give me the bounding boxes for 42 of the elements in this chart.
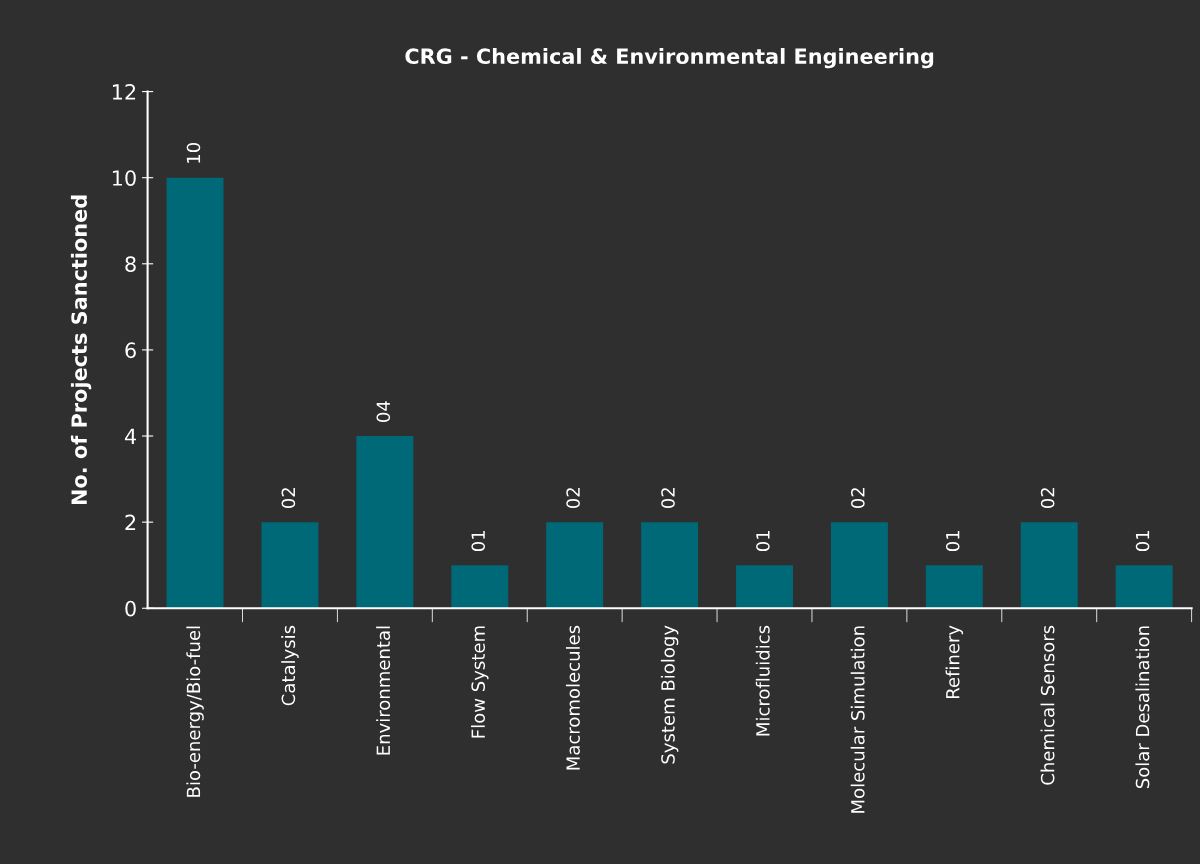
data-label: 02: [851, 488, 865, 509]
bar: [166, 177, 224, 609]
x-tick-label: Refinery: [945, 625, 964, 699]
chart-title: CRG - Chemical & Environmental Engineering: [405, 47, 934, 69]
bar: [546, 522, 604, 609]
x-tick-label: Catalysis: [281, 625, 299, 706]
data-label: 02: [1040, 488, 1055, 509]
x-tick-label: System Biology: [660, 625, 679, 764]
data-label: 01: [756, 530, 770, 552]
y-tick-label: 6: [125, 342, 136, 359]
data-label: 10: [186, 143, 201, 163]
y-tick-label: 2: [125, 514, 136, 531]
bar: [451, 565, 509, 609]
x-tick-label: Macromolecules: [565, 625, 580, 770]
x-tick-label: Bio-energy/Bio-fuel: [186, 626, 204, 797]
x-tick-label: Environmental: [376, 626, 391, 755]
bar: [1020, 522, 1078, 609]
x-tick-label: Chemical Sensors: [1040, 625, 1055, 785]
bar: [830, 522, 888, 609]
data-label: 04: [376, 401, 391, 422]
bar: [356, 436, 414, 609]
bar: [1115, 565, 1173, 609]
y-tick-label: 0: [125, 600, 136, 617]
data-label: 02: [281, 488, 296, 509]
data-label: 02: [661, 488, 675, 509]
y-axis-title: No. of Projects Sanctioned: [70, 195, 92, 505]
bar: [261, 522, 319, 609]
bar: [925, 565, 983, 609]
data-label: 02: [566, 488, 580, 509]
x-tick-label: Microfluidics: [755, 625, 770, 736]
y-tick-label: 8: [125, 256, 136, 273]
bar: [641, 522, 699, 609]
bar: [736, 565, 793, 609]
y-tick-label: 12: [112, 84, 136, 100]
data-label: 01: [471, 530, 486, 552]
y-tick-label: 4: [124, 428, 137, 444]
x-tick-label: Solar Desalination: [1135, 626, 1150, 789]
x-tick-label: Molecular Simulation: [850, 626, 865, 813]
data-label: 01: [945, 530, 960, 552]
y-tick-label: 10: [112, 170, 136, 186]
data-label: 01: [1135, 530, 1150, 552]
x-tick-label: Flow System: [471, 626, 489, 738]
